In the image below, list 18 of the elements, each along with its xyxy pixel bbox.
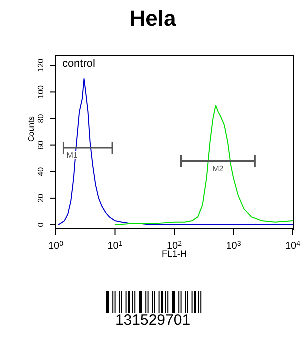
y-tick-label: 100 [36,84,46,99]
x-axis-title: FL1-H [162,249,188,259]
x-tick-label: 10$^{0}$ [48,240,64,252]
text: 131529701 [114,312,192,329]
x-tick-label: 10$^{3}$ [226,240,242,252]
x-tick-label: 10$^{2}$ [166,240,182,252]
y-tick-label: 80 [36,114,46,124]
y-tick-label: 20 [36,193,46,203]
x-tick-label: 10$^{1}$ [108,240,123,252]
series-label: M2 [212,164,224,174]
y-tick-label: 60 [36,140,46,150]
x-tick-label: 10$^{4}$ [285,240,301,252]
y-axis-title: Counts [26,116,36,142]
y-tick-label: 0 [36,222,46,228]
chart-title: Hela [128,6,178,32]
y-tick-label: 120 [36,58,46,72]
series-label: control [62,58,96,70]
y-tick-label: 40 [36,166,46,176]
